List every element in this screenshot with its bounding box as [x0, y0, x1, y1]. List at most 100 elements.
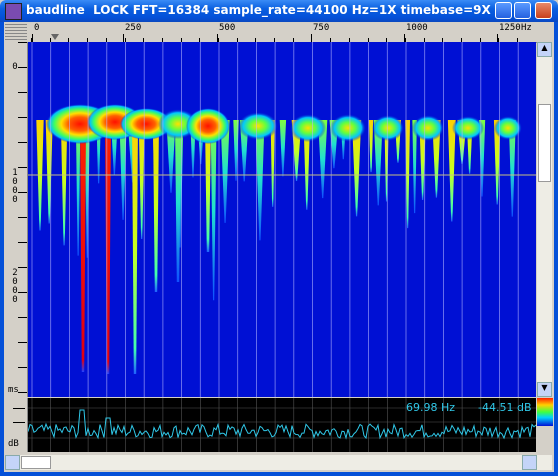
- close-button[interactable]: [535, 2, 552, 19]
- frequency-minor-tick: [218, 38, 219, 42]
- spectrum-panel: 69.98 Hz -44.51 dB: [28, 398, 536, 452]
- spectral-blob: [494, 116, 522, 140]
- frequency-unit: Hz: [521, 23, 532, 33]
- frequency-tick: [123, 34, 124, 42]
- frequency-minor-tick: [424, 38, 425, 42]
- frequency-minor-tick: [106, 38, 107, 42]
- spectral-blob: [120, 108, 172, 140]
- app-icon: [5, 3, 22, 20]
- vertical-scrollbar[interactable]: ▲ ▼: [537, 42, 552, 397]
- spectral-blob: [186, 108, 230, 144]
- spectral-blob: [290, 114, 326, 142]
- time-tick: [18, 167, 27, 168]
- spectral-blob: [238, 112, 278, 140]
- spectral-blob: [330, 114, 366, 142]
- spectral-streak: [210, 120, 217, 301]
- time-tick: [18, 317, 27, 318]
- spectral-streak: [508, 120, 516, 217]
- time-tick: [18, 42, 27, 43]
- spectral-blob: [412, 115, 444, 141]
- time-tick: [18, 192, 27, 193]
- scroll-up-button[interactable]: ▲: [537, 42, 552, 57]
- time-tick: [18, 67, 27, 68]
- level-tick: [13, 408, 25, 409]
- title-bar: baudline LOCK FFT=16384 sample_rate=4410…: [0, 0, 558, 22]
- spectral-streak: [153, 122, 159, 292]
- spectral-streak: [279, 120, 287, 177]
- frequency-minor-tick: [461, 38, 462, 42]
- frequency-minor-tick: [199, 38, 200, 42]
- time-label: 2000: [10, 268, 20, 304]
- spectral-streak: [75, 120, 81, 256]
- minimize-button[interactable]: [495, 2, 512, 19]
- frequency-minor-tick: [498, 38, 499, 42]
- spectral-streak: [318, 120, 328, 199]
- time-unit: ms: [8, 385, 19, 395]
- time-label: 0: [10, 62, 20, 71]
- spectral-streak: [255, 120, 265, 241]
- frequency-ruler: 0 250 500 750 1000 1250 Hz: [27, 22, 537, 43]
- spectral-streak: [205, 122, 211, 252]
- maximize-button[interactable]: [514, 2, 531, 19]
- spectrogram-background: [28, 42, 536, 397]
- spectral-streak: [412, 120, 417, 214]
- scroll-right-button[interactable]: [522, 455, 537, 470]
- frequency-minor-tick: [255, 38, 256, 42]
- spectral-blob: [372, 115, 404, 141]
- spectral-blob: [452, 116, 484, 140]
- spectrogram: [28, 42, 536, 397]
- scroll-down-button[interactable]: ▼: [537, 382, 552, 397]
- frequency-minor-tick: [181, 38, 182, 42]
- frequency-label: 1250: [499, 23, 521, 33]
- frequency-label: 500: [219, 23, 236, 33]
- spectral-streak: [368, 120, 374, 173]
- spectral-streak: [493, 120, 501, 205]
- frequency-minor-tick: [330, 38, 331, 42]
- frequency-minor-tick: [349, 38, 350, 42]
- scroll-left-button[interactable]: [5, 455, 20, 470]
- frequency-readout: 69.98 Hz: [406, 401, 455, 414]
- scroll-thumb[interactable]: [538, 104, 551, 182]
- time-tick: [18, 267, 27, 268]
- frequency-tick: [497, 34, 498, 42]
- frequency-marker: [51, 34, 59, 40]
- frequency-minor-tick: [517, 38, 518, 42]
- spectral-streak: [175, 122, 181, 282]
- time-tick: [18, 292, 27, 293]
- time-label: 1000: [10, 168, 20, 204]
- time-tick: [18, 392, 27, 393]
- level-ruler: dB: [5, 398, 28, 452]
- spectrum-trace: [28, 409, 536, 440]
- frequency-tick: [404, 34, 405, 42]
- time-tick: [18, 117, 27, 118]
- horizontal-scrollbar[interactable]: [5, 455, 552, 470]
- spectral-streak: [220, 120, 230, 223]
- time-tick: [18, 92, 27, 93]
- level-readout: -44.51 dB: [478, 401, 532, 414]
- time-tick: [18, 242, 27, 243]
- scroll-thumb-horizontal[interactable]: [21, 456, 51, 469]
- frequency-minor-tick: [405, 38, 406, 42]
- frequency-tick: [32, 34, 33, 42]
- window-title: baudline LOCK FFT=16384 sample_rate=4410…: [26, 3, 508, 17]
- time-ruler: 0 1000 2000 ms: [5, 42, 28, 397]
- frequency-minor-tick: [143, 38, 144, 42]
- level-tick: [13, 422, 25, 423]
- frequency-minor-tick: [293, 38, 294, 42]
- time-tick: [18, 142, 27, 143]
- spectral-streak: [351, 120, 362, 217]
- frequency-minor-tick: [386, 38, 387, 42]
- spectral-streak: [132, 122, 138, 374]
- spectral-streak: [447, 120, 456, 222]
- frequency-minor-tick: [311, 38, 312, 42]
- frequency-tick: [217, 34, 218, 42]
- spectral-streak: [405, 120, 411, 229]
- frequency-minor-tick: [68, 38, 69, 42]
- spectral-streak: [80, 122, 86, 372]
- spectral-streak: [60, 120, 68, 246]
- spectral-streak: [270, 120, 275, 207]
- frequency-minor-tick: [162, 38, 163, 42]
- frequency-label: 1000: [406, 23, 428, 33]
- time-tick: [18, 367, 27, 368]
